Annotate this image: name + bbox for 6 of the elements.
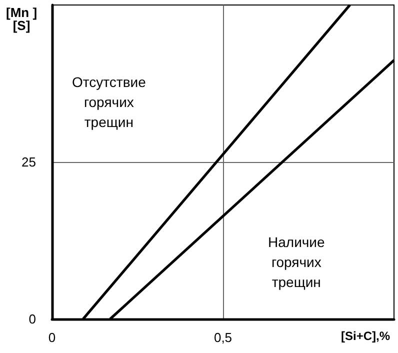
y-axis-title: [Mn ] [S] (6, 5, 38, 33)
x-axis-title: [Si+C],% (340, 329, 390, 343)
annotation: Наличие горячих трещин (268, 234, 325, 290)
annotation: Отсутствие горячих трещин (72, 74, 146, 130)
y-tick-label: 25 (22, 154, 36, 170)
x-tick-label: 0,5 (214, 330, 232, 345)
